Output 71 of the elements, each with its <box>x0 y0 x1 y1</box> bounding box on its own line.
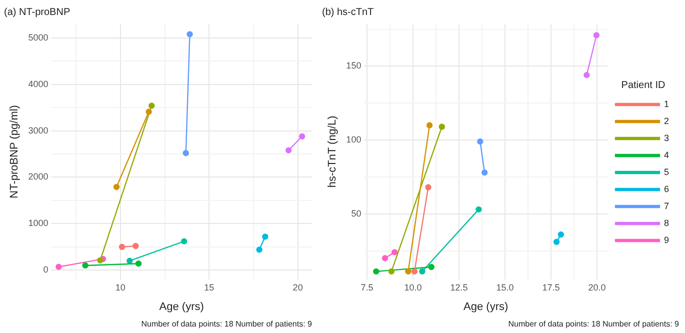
y-tick-label: 2000 <box>28 172 48 182</box>
x-tick-label: 7.5 <box>360 282 374 292</box>
x-tick-label: 17.5 <box>542 282 560 292</box>
point <box>180 238 188 244</box>
point <box>593 32 600 38</box>
chart-title: (b) hs-cTnT <box>322 6 374 18</box>
point <box>426 122 433 128</box>
point <box>373 268 380 275</box>
legend-label: 4 <box>664 150 670 160</box>
point <box>97 257 104 264</box>
point <box>584 72 590 78</box>
point <box>126 258 133 264</box>
x-axis-title: Age (yrs) <box>159 300 204 313</box>
point <box>132 242 139 250</box>
point <box>476 206 482 213</box>
y-tick-label: 50 <box>351 208 362 218</box>
point <box>438 124 445 130</box>
x-tick-label: 10 <box>115 282 126 292</box>
point <box>146 108 152 115</box>
point <box>82 262 88 269</box>
text: Number of data points: 18 Number of patients: 9 <box>508 319 680 328</box>
y-tick-label: 5000 <box>28 32 48 42</box>
y-tick-label: 0 <box>43 264 48 275</box>
y-tick-label: 4000 <box>28 78 48 89</box>
x-axis-title: Age (yrs) <box>464 300 508 313</box>
point <box>553 238 560 245</box>
text: 10.0 <box>404 282 422 292</box>
legend-label: 1 <box>664 98 670 109</box>
point <box>285 147 292 154</box>
text: 15.0 <box>496 282 514 292</box>
point <box>118 244 126 250</box>
text: 20.0 <box>588 282 606 292</box>
point <box>428 264 434 270</box>
legend-label: 3 <box>664 132 670 143</box>
y-tick-label: 100 <box>346 134 362 145</box>
point <box>256 246 262 253</box>
point <box>113 184 120 190</box>
point <box>391 249 398 256</box>
legend-title: Patient ID <box>621 80 666 91</box>
point <box>425 184 432 190</box>
point <box>411 268 418 275</box>
y-tick-label: 1000 <box>28 218 48 228</box>
legend-label: 6 <box>664 184 670 194</box>
point <box>135 260 142 267</box>
point <box>388 268 395 275</box>
y-tick-label: 3000 <box>28 125 48 136</box>
point <box>382 255 388 262</box>
legend-label: 9 <box>664 234 670 245</box>
legend-label: 5 <box>664 166 670 177</box>
text: Number of data points: 18 Number of patients: 9 <box>141 319 313 328</box>
point <box>419 268 426 275</box>
point <box>558 231 564 238</box>
x-tick-label: 12.5 <box>450 282 468 292</box>
y-axis-title: NT-proBNP (pg/ml) <box>8 105 21 198</box>
chart-title: (a) NT-proBNP <box>4 6 70 18</box>
y-tick-label: 150 <box>346 60 362 71</box>
point <box>405 268 412 275</box>
point <box>56 264 62 270</box>
point <box>298 133 306 140</box>
legend-label: 2 <box>664 116 670 126</box>
point <box>182 150 189 156</box>
point <box>262 234 268 240</box>
y-axis-title: hs-cTnT (ng/L) <box>326 116 339 188</box>
legend-label: 7 <box>664 200 670 211</box>
point <box>148 102 155 109</box>
x-tick-label: 20 <box>292 282 303 292</box>
point <box>186 31 193 38</box>
legend-label: 8 <box>664 218 670 228</box>
x-tick-label: 15 <box>204 282 214 292</box>
point <box>481 169 488 176</box>
point <box>477 138 484 145</box>
